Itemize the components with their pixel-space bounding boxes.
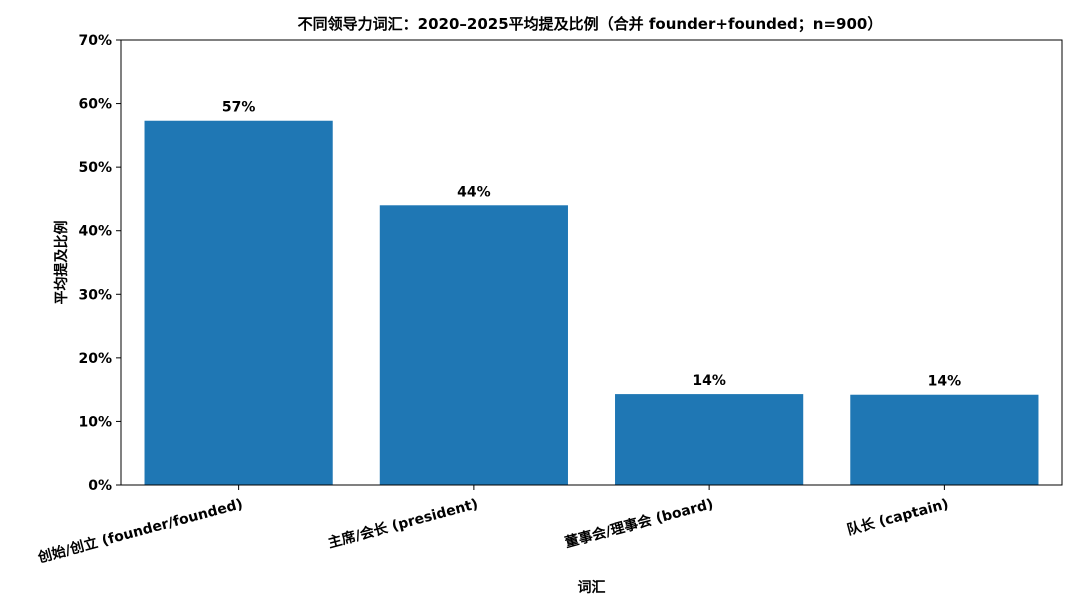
bar-value-label: 14% (928, 374, 962, 390)
bar-value-label: 14% (692, 373, 726, 389)
y-tick-label: 10% (78, 414, 112, 430)
bar (144, 120, 333, 485)
y-tick-label: 20% (78, 351, 112, 367)
bar-value-label: 57% (222, 100, 256, 116)
y-tick-label: 60% (78, 97, 112, 113)
x-tick-label: 创始/创立 (founder/founded) (35, 495, 244, 566)
x-tick-label: 主席/会长 (president) (326, 495, 480, 551)
chart-title: 不同领导力词汇：2020–2025平均提及比例（合并 founder+found… (298, 15, 883, 33)
y-axis-label: 平均提及比例 (53, 221, 70, 305)
bar (379, 205, 568, 486)
bar (850, 394, 1039, 485)
y-tick-label: 40% (78, 224, 112, 240)
bar-value-label: 44% (457, 184, 491, 200)
plot-area-frame (120, 39, 1063, 486)
y-tick-label: 30% (78, 287, 112, 303)
bar (615, 394, 804, 485)
y-tick-label: 50% (78, 160, 112, 176)
x-tick-label: 董事会/理事会 (board) (563, 495, 715, 551)
y-tick-label: 0% (88, 478, 112, 494)
x-tick-label: 队长 (captain) (845, 495, 950, 538)
y-tick-label: 70% (78, 33, 112, 49)
x-axis-label: 词汇 (578, 580, 606, 596)
